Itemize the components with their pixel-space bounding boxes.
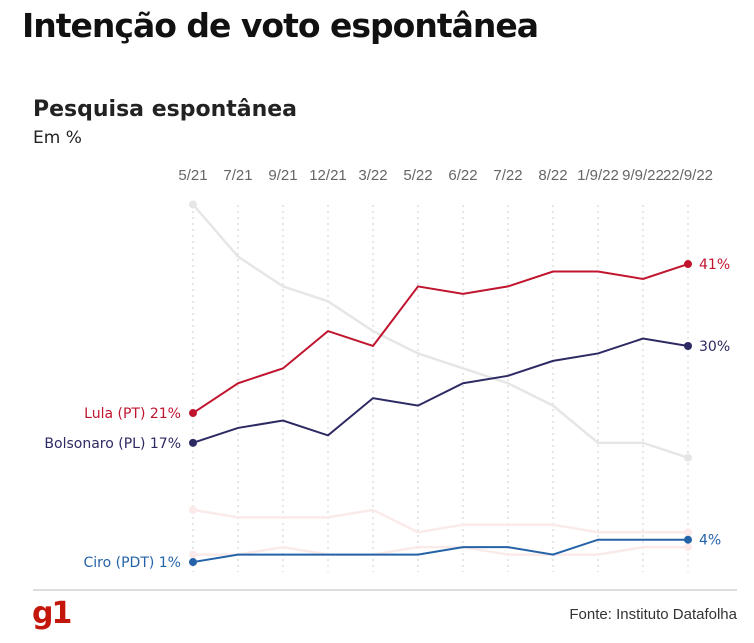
x-tick-label: 5/22 [403,167,432,184]
series-end-label: 41% [699,257,730,273]
data-point [684,535,692,544]
series-line-faint [192,508,688,534]
series-start-label: Bolsonaro (PL) 17% [44,436,181,452]
series-start-label: Ciro (PDT) 1% [84,555,182,571]
x-tick-label: 9/9/22 [622,167,664,184]
x-tick-label: 12/21 [309,167,347,184]
series-end-label: 30% [699,339,730,355]
data-point [189,200,197,209]
x-tick-label: 5/21 [178,167,207,184]
data-point [189,438,197,447]
chart-title: Pesquisa espontânea [33,97,298,122]
source-text: Fonte: Instituto Datafolha [569,606,737,623]
data-point [189,558,197,567]
x-tick-label: 7/21 [223,167,252,184]
g1-logo: g1 [32,596,72,631]
series-line-lula [192,263,689,414]
y-axis-unit: Em % [33,128,82,148]
data-point [189,505,197,514]
x-tick-label: 8/22 [538,167,567,184]
x-tick-label: 6/22 [448,167,477,184]
series-line-faint [193,545,688,556]
page-title: Intenção de voto espontânea [22,6,539,45]
x-tick-label: 7/22 [493,167,522,184]
series-end-label: 4% [699,533,721,549]
data-point [684,342,692,350]
data-point [189,409,197,418]
data-point [684,528,692,537]
series-line-bolsonaro [192,337,689,444]
x-tick-label: 1/9/22 [577,167,619,184]
x-tick-label: 3/22 [358,167,387,184]
data-point [684,260,692,269]
data-point [189,550,197,559]
series-line-faint [192,203,689,459]
footer-divider [33,589,737,591]
x-tick-label: 22/9/22 [663,167,713,184]
series-start-label: Lula (PT) 21% [84,406,181,422]
x-tick-label: 9/21 [268,167,297,184]
series-line-ciro [192,538,688,564]
data-point [684,453,692,462]
data-point [684,543,692,552]
